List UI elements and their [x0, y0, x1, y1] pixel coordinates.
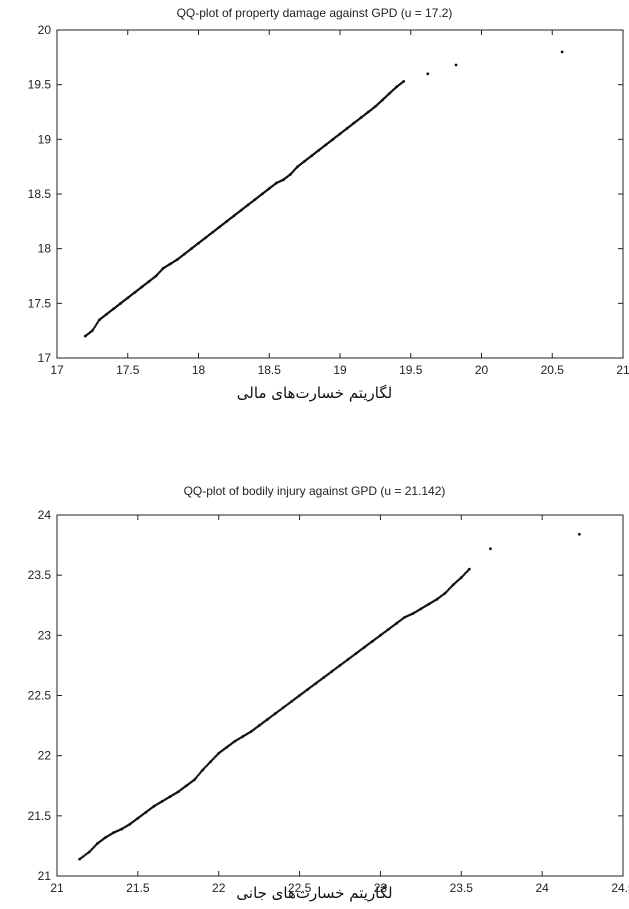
data-point — [195, 775, 199, 778]
data-point — [90, 329, 94, 333]
chart-canvas-bodily-injury: 21 21.5 22 22.5 23 23.5 24 24.5 21 21.5 22 22.5 23 23… — [28, 508, 629, 895]
data-point — [467, 567, 471, 571]
y-tick-label: 19 — [38, 132, 52, 146]
y-tick-label: 17 — [38, 351, 52, 365]
data-point — [560, 50, 564, 54]
y-tick-label: 18.5 — [28, 187, 52, 201]
x-tick-label: 19.5 — [399, 363, 423, 377]
x-tick-label: 22.5 — [288, 881, 312, 895]
y-tick-label: 19.5 — [28, 78, 52, 92]
x-tick-label: 20.5 — [541, 363, 565, 377]
y-tick-label: 22.5 — [28, 689, 52, 703]
y-tick-label: 23.5 — [28, 568, 52, 582]
y-tick-label: 18 — [38, 242, 52, 256]
plot-frame — [56, 514, 624, 877]
qq-plot-property-damage: QQ-plot of property damage against GPD (… — [0, 0, 629, 400]
plot-frame — [56, 29, 624, 359]
data-point — [402, 79, 406, 83]
caption-bodily-injury: لگاریتم خسارت‌های جانی — [236, 884, 393, 902]
x-tick-label: 17 — [50, 363, 64, 377]
caption-property-damage: لگاریتم خسارت‌های مالی — [236, 384, 393, 402]
data-point — [94, 324, 98, 327]
data-point — [426, 72, 430, 76]
y-tick-label: 20 — [38, 23, 52, 37]
x-tick-label: 24 — [535, 881, 549, 895]
y-tick-label: 21 — [38, 869, 52, 883]
data-point — [198, 772, 202, 775]
data-point — [93, 325, 96, 329]
data-point — [577, 532, 581, 536]
qq-plot-bodily-injury: QQ-plot of bodily injury against GPD (u … — [0, 478, 629, 898]
x-tick-label: 21 — [616, 363, 629, 377]
x-tick-label: 17.5 — [116, 363, 140, 377]
chart-canvas-property-damage: 17 17.5 18 18.5 19 19.5 20 20.5 21 17 17.5 18 18.5 19… — [28, 23, 629, 377]
y-tick-label: 17.5 — [28, 296, 52, 310]
x-tick-label: 18 — [192, 363, 206, 377]
x-tick-label: 19 — [333, 363, 347, 377]
data-point — [194, 776, 198, 780]
data-point — [197, 773, 200, 777]
y-tick-label: 23 — [38, 628, 52, 642]
data-point — [92, 327, 95, 331]
data-point — [454, 63, 458, 67]
data-point — [488, 547, 492, 551]
y-tick-label: 24 — [38, 508, 52, 522]
x-tick-label: 20 — [475, 363, 489, 377]
x-tick-label: 24.5 — [611, 881, 629, 895]
x-tick-label: 23 — [374, 881, 388, 895]
x-tick-label: 21.5 — [126, 881, 150, 895]
x-tick-label: 23.5 — [450, 881, 474, 895]
x-tick-label: 21 — [50, 881, 64, 895]
x-tick-label: 22 — [212, 881, 226, 895]
chart-title: QQ-plot of property damage against GPD (… — [176, 6, 453, 20]
y-tick-label: 21.5 — [28, 809, 52, 823]
data-point — [95, 322, 99, 325]
chart-title: QQ-plot of bodily injury against GPD (u … — [183, 484, 446, 498]
x-tick-label: 18.5 — [258, 363, 282, 377]
y-tick-label: 22 — [38, 749, 52, 763]
